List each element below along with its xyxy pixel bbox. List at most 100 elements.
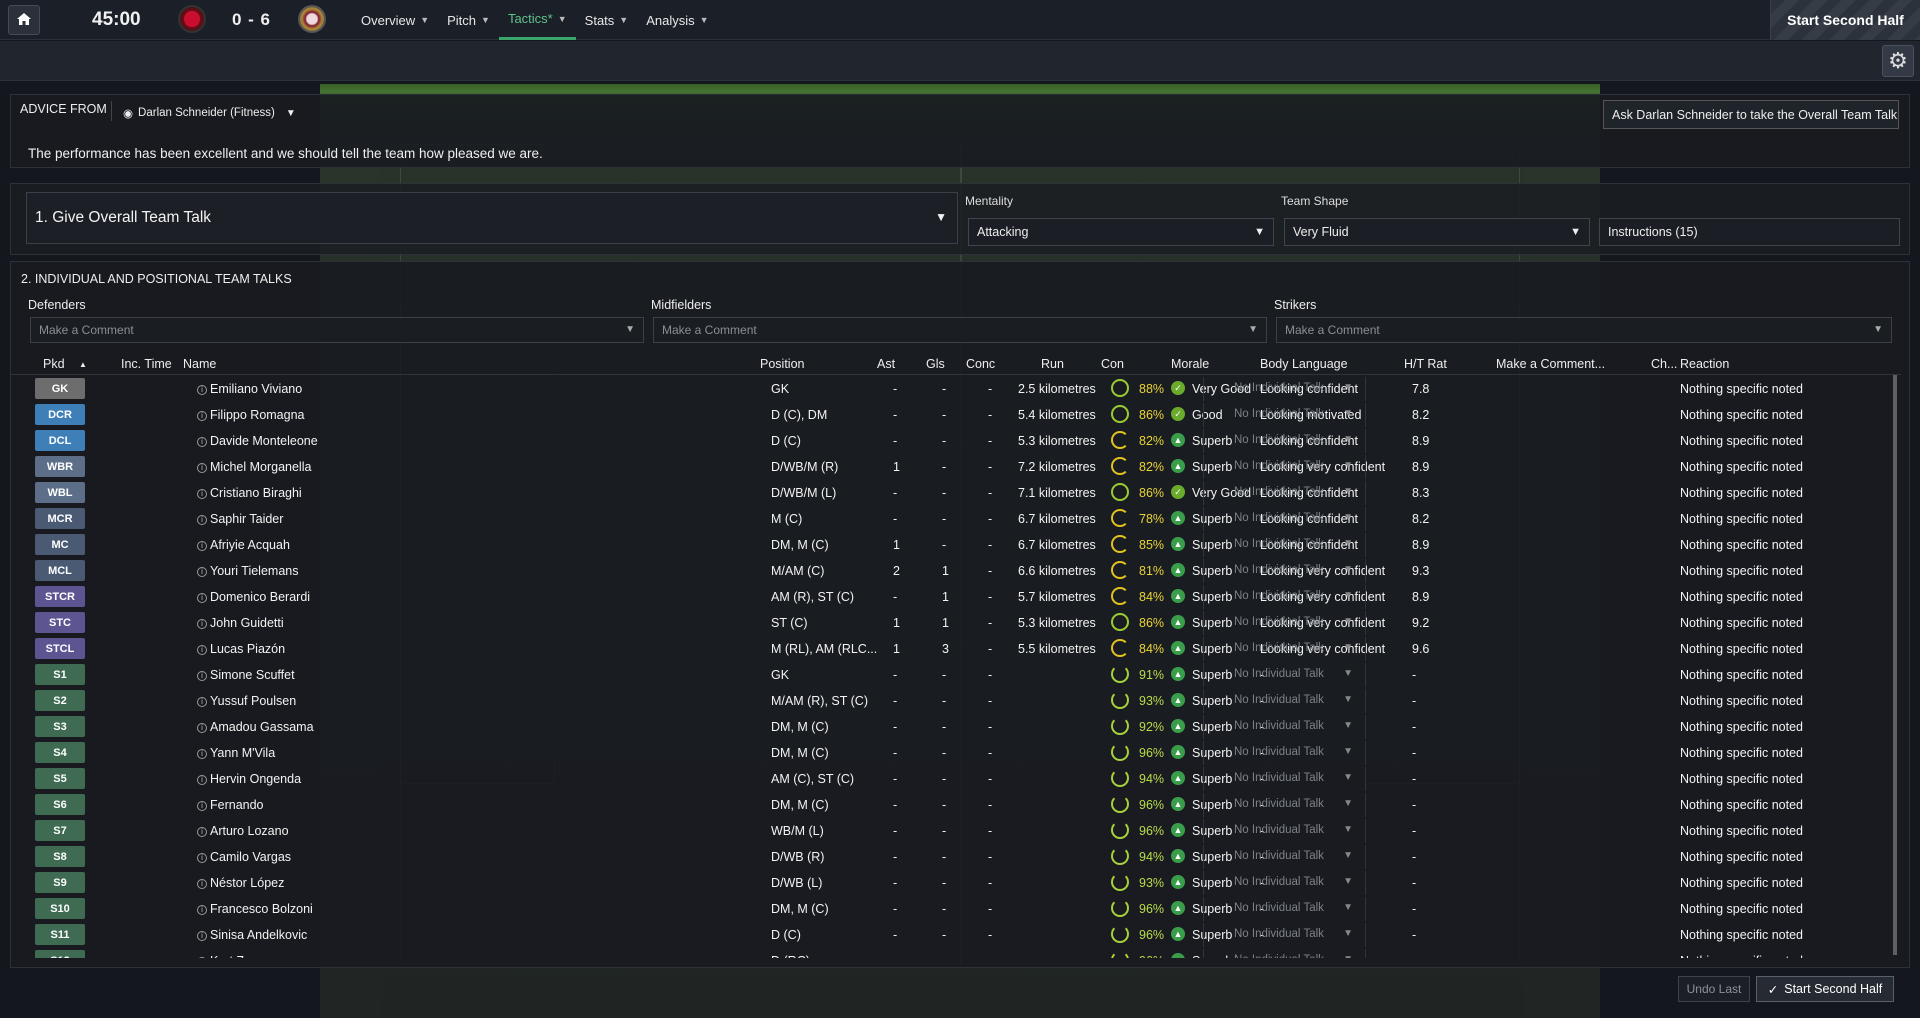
player-name[interactable]: Fernando [210,798,264,812]
individual-talk-dropdown[interactable]: No Individual Talk ▼ [1203,845,1366,869]
player-name[interactable]: Emiliano Viviano [210,382,303,396]
table-row[interactable]: STCR i Domenico Berardi AM (R), ST (C) - 1 - 5.… [11,584,1891,610]
individual-talk-dropdown[interactable]: No Individual Talk ▼ [1203,455,1366,479]
scrollbar-thumb[interactable] [1893,375,1897,955]
individual-talk-dropdown[interactable]: No Individual Talk ▼ [1203,481,1366,505]
player-name[interactable]: Simone Scuffet [210,668,295,682]
col-position[interactable]: Position [760,357,805,371]
table-row[interactable]: S4 i Yann M'Vila DM, M (C) - - -96% ▲ Superb - - No… [11,740,1891,766]
col-ht-rating[interactable]: H/T Rat [1404,357,1447,371]
player-name[interactable]: Néstor López [210,876,285,890]
nav-pitch[interactable]: Pitch ▼ [438,0,499,40]
player-name[interactable]: Filippo Romagna [210,408,305,422]
player-name-cell[interactable]: i Emiliano Viviano [197,382,302,396]
start-second-half-top-button[interactable]: Start Second Half [1770,0,1920,40]
info-icon[interactable]: i [197,541,207,551]
col-goals[interactable]: Gls [926,357,945,371]
player-name-cell[interactable]: i John Guidetti [197,616,284,630]
start-second-half-button[interactable]: ✓ Start Second Half [1756,976,1894,1002]
table-row[interactable]: S2 i Yussuf Poulsen M/AM (R), ST (C) - - - 93% ▲… [11,688,1891,714]
individual-talk-dropdown[interactable]: No Individual Talk ▼ [1203,637,1366,661]
player-name[interactable]: Cristiano Biraghi [210,486,302,500]
col-pkd[interactable]: Pkd [43,357,65,371]
player-name-cell[interactable]: i Fernando [197,798,264,812]
col-name[interactable]: Name [183,357,217,371]
home-club-badge[interactable] [178,5,206,33]
info-icon[interactable]: i [197,905,207,915]
info-icon[interactable]: i [197,697,207,707]
table-row[interactable]: STC i John Guidetti ST (C) 1 1 - 5.3 kilometres… [11,610,1891,636]
col-make-comment[interactable]: Make a Comment... [1496,357,1606,371]
individual-talk-dropdown[interactable]: No Individual Talk ▼ [1203,559,1366,583]
individual-talk-dropdown[interactable]: No Individual Talk ▼ [1203,871,1366,895]
advice-source-selector[interactable]: ◉ Darlan Schneider (Fitness) ▼ [123,106,296,120]
col-morale[interactable]: Morale [1171,357,1210,371]
table-row[interactable]: STCL i Lucas Piazón M (RL), AM (RLC... 1 3 - 5.… [11,636,1891,662]
table-row[interactable]: S10 i Francesco Bolzoni DM, M (C) - - - 96% ▲ Sup… [11,896,1891,922]
player-name-cell[interactable]: i Filippo Romagna [197,408,305,422]
player-name-cell[interactable]: i Amadou Gassama [197,720,314,734]
individual-talk-dropdown[interactable]: No Individual Talk ▼ [1203,663,1366,687]
player-name-cell[interactable]: i Cristiano Biraghi [197,486,302,500]
info-icon[interactable]: i [197,567,207,577]
info-icon[interactable]: i [197,645,207,655]
table-row[interactable]: S6 i Fernando DM, M (C) - - -96% ▲ Superb - - No In… [11,792,1891,818]
table-row[interactable]: S11 i Sinisa Andelkovic D (C) - - - 96% ▲ Superb -… [11,922,1891,948]
info-icon[interactable]: i [197,723,207,733]
player-name-cell[interactable]: i Sinisa Andelkovic [197,928,307,942]
away-club-badge[interactable] [298,5,326,33]
info-icon[interactable]: i [197,749,207,759]
individual-talk-dropdown[interactable]: No Individual Talk ▼ [1203,767,1366,791]
player-name-cell[interactable]: i Simone Scuffet [197,668,295,682]
info-icon[interactable]: i [197,489,207,499]
player-name-cell[interactable]: i Camilo Vargas [197,850,291,864]
player-name[interactable]: Francesco Bolzoni [210,902,313,916]
individual-talk-dropdown[interactable]: No Individual Talk ▼ [1203,715,1366,739]
individual-talk-dropdown[interactable]: No Individual Talk ▼ [1203,533,1366,557]
player-name-cell[interactable]: i Michel Morganella [197,460,311,474]
info-icon[interactable]: i [197,463,207,473]
player-name-cell[interactable]: iKurt Zouma [197,954,275,958]
col-assists[interactable]: Ast [877,357,896,371]
scrollbar[interactable] [1893,375,1897,955]
nav-overview[interactable]: Overview ▼ [352,0,438,40]
info-icon[interactable]: i [197,801,207,811]
player-name[interactable]: Amadou Gassama [210,720,314,734]
col-conceded[interactable]: Conc [966,357,996,371]
individual-talk-dropdown[interactable]: No Individual Talk ▼ [1203,429,1366,453]
player-name[interactable]: Michel Morganella [210,460,312,474]
col-run[interactable]: Run [1041,357,1064,371]
strikers-comment-dropdown[interactable]: Make a Comment ▼ [1276,317,1892,343]
col-inc-time[interactable]: Inc. Time [121,357,172,371]
info-icon[interactable]: i [197,515,207,525]
table-row[interactable]: MC i Afriyie Acquah DM, M (C) 1 - - 6.7 kilomet… [11,532,1891,558]
individual-talk-dropdown[interactable]: No Individual Talk ▼ [1203,793,1366,817]
table-row[interactable]: GK i Emiliano Viviano GK - - - 2.5 kilometres 88… [11,376,1891,402]
team-shape-dropdown[interactable]: Very Fluid ▼ [1284,218,1590,246]
defenders-comment-dropdown[interactable]: Make a Comment ▼ [30,317,644,343]
individual-talk-dropdown[interactable]: No Individual Talk ▼ [1203,507,1366,531]
player-name[interactable]: Yussuf Poulsen [210,694,297,708]
ask-assistant-button[interactable]: Ask Darlan Schneider to take the Overall… [1603,100,1899,129]
table-row[interactable]: S1 i Simone Scuffet GK - - -91% ▲ Superb - - No Ind… [11,662,1891,688]
table-row[interactable]: MCL i Youri Tielemans M/AM (C) 2 1 - 6.6 kilome… [11,558,1891,584]
player-name[interactable]: Hervin Ongenda [210,772,302,786]
player-name[interactable]: Domenico Berardi [210,590,311,604]
info-icon[interactable]: i [197,411,207,421]
player-name-cell[interactable]: i Youri Tielemans [197,564,298,578]
player-name-cell[interactable]: i Yussuf Poulsen [197,694,296,708]
individual-talk-dropdown[interactable]: No Individual Talk ▼ [1203,689,1366,713]
player-name[interactable]: Arturo Lozano [210,824,289,838]
instructions-button[interactable]: Instructions (15) [1599,218,1900,246]
table-row[interactable]: DCR i Filippo Romagna D (C), DM - - - 5.4 kilom… [11,402,1891,428]
player-name-cell[interactable]: i Afriyie Acquah [197,538,290,552]
info-icon[interactable]: i [197,671,207,681]
player-name[interactable]: Sinisa Andelkovic [210,928,308,942]
player-name-cell[interactable]: i Domenico Berardi [197,590,310,604]
player-name[interactable]: John Guidetti [210,616,284,630]
nav-stats[interactable]: Stats ▼ [576,0,638,40]
info-icon[interactable]: i [197,827,207,837]
individual-talk-dropdown[interactable]: No Individual Talk ▼ [1203,741,1366,765]
overall-team-talk-dropdown[interactable]: 1. Give Overall Team Talk ▼ [26,192,958,244]
player-name-cell[interactable]: i Arturo Lozano [197,824,289,838]
